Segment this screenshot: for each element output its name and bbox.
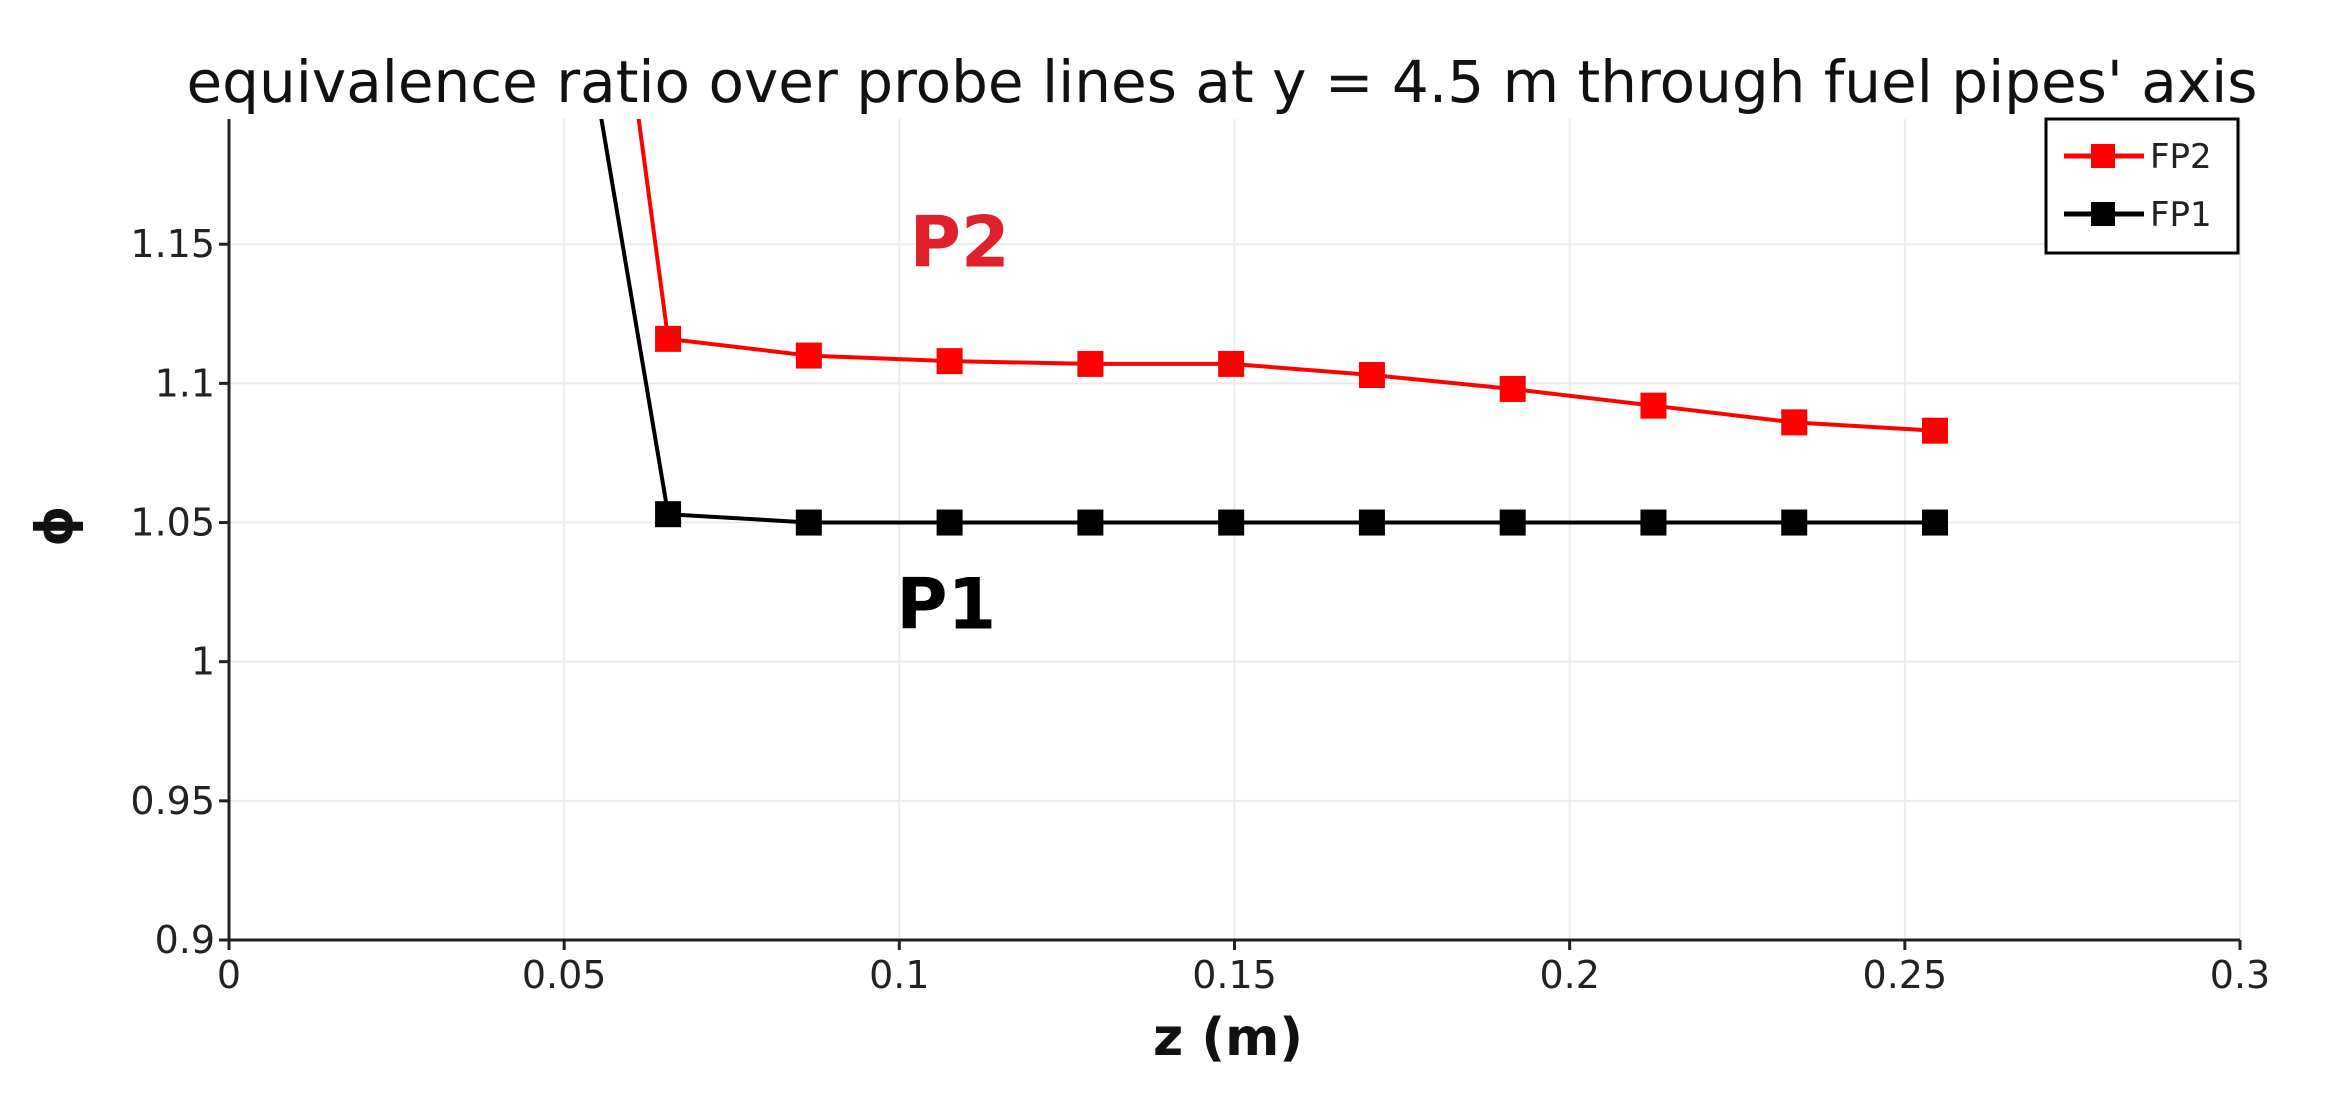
y-tick-label: 1.15 bbox=[130, 222, 215, 266]
annotation-p2: P2 bbox=[910, 202, 1010, 284]
legend-label-fp1: FP1 bbox=[2150, 195, 2212, 235]
annotations: P2 P1 bbox=[896, 202, 1009, 646]
data-point-fp2 bbox=[795, 342, 822, 369]
series-fp2 bbox=[636, 119, 1948, 444]
series-layer bbox=[599, 119, 1948, 536]
legend-marker-fp2 bbox=[2091, 144, 2115, 168]
data-point-fp1 bbox=[1358, 509, 1385, 536]
data-point-fp2 bbox=[1499, 375, 1526, 402]
data-point-fp2 bbox=[655, 325, 682, 352]
x-axis-label: z (m) bbox=[1153, 1008, 1303, 1068]
data-point-fp1 bbox=[1499, 509, 1526, 536]
ticks: 0 0.05 0.1 0.15 0.2 0.25 0.3 0.9 0.95 1 1.05 1.1 1.1… bbox=[130, 222, 2270, 997]
data-point-fp1 bbox=[1781, 509, 1808, 536]
y-tick-label: 0.9 bbox=[155, 918, 215, 962]
data-point-fp1 bbox=[1640, 509, 1667, 536]
data-point-fp2 bbox=[1358, 362, 1385, 389]
x-tick-label: 0.25 bbox=[1863, 953, 1948, 997]
series-fp1 bbox=[599, 119, 1948, 536]
data-point-fp1 bbox=[1921, 509, 1948, 536]
data-point-fp2 bbox=[1921, 417, 1948, 444]
x-tick-label: 0.2 bbox=[1539, 953, 1599, 997]
x-tick-label: 0 bbox=[217, 953, 241, 997]
data-point-fp1 bbox=[655, 501, 682, 528]
annotation-p1: P1 bbox=[896, 563, 996, 645]
data-point-fp2 bbox=[1218, 350, 1245, 377]
chart-title: equivalence ratio over probe lines at y … bbox=[187, 48, 2258, 116]
data-point-fp1 bbox=[795, 509, 822, 536]
x-tick-label: 0.15 bbox=[1192, 953, 1277, 997]
data-point-fp2 bbox=[1781, 409, 1808, 436]
data-point-fp1 bbox=[1077, 509, 1104, 536]
x-tick-label: 0.3 bbox=[2210, 953, 2270, 997]
x-tick-label: 0.05 bbox=[522, 953, 607, 997]
y-tick-label: 1.1 bbox=[155, 361, 215, 405]
y-tick-label: 1 bbox=[191, 640, 215, 684]
legend-item-fp1: FP1 bbox=[2064, 195, 2212, 235]
legend-box bbox=[2044, 117, 2240, 255]
y-axis-label: ϕ bbox=[25, 505, 85, 546]
x-tick-label: 0.1 bbox=[869, 953, 929, 997]
legend-item-fp2: FP2 bbox=[2064, 137, 2212, 177]
data-point-fp1 bbox=[1218, 509, 1245, 536]
legend-label-fp2: FP2 bbox=[2150, 137, 2212, 177]
legend-marker-fp1 bbox=[2091, 202, 2115, 226]
y-tick-label: 1.05 bbox=[130, 501, 215, 545]
data-point-fp2 bbox=[1640, 392, 1667, 419]
data-point-fp1 bbox=[936, 509, 963, 536]
y-tick-label: 0.95 bbox=[130, 779, 215, 823]
data-point-fp2 bbox=[1077, 350, 1104, 377]
data-point-fp2 bbox=[936, 348, 963, 375]
